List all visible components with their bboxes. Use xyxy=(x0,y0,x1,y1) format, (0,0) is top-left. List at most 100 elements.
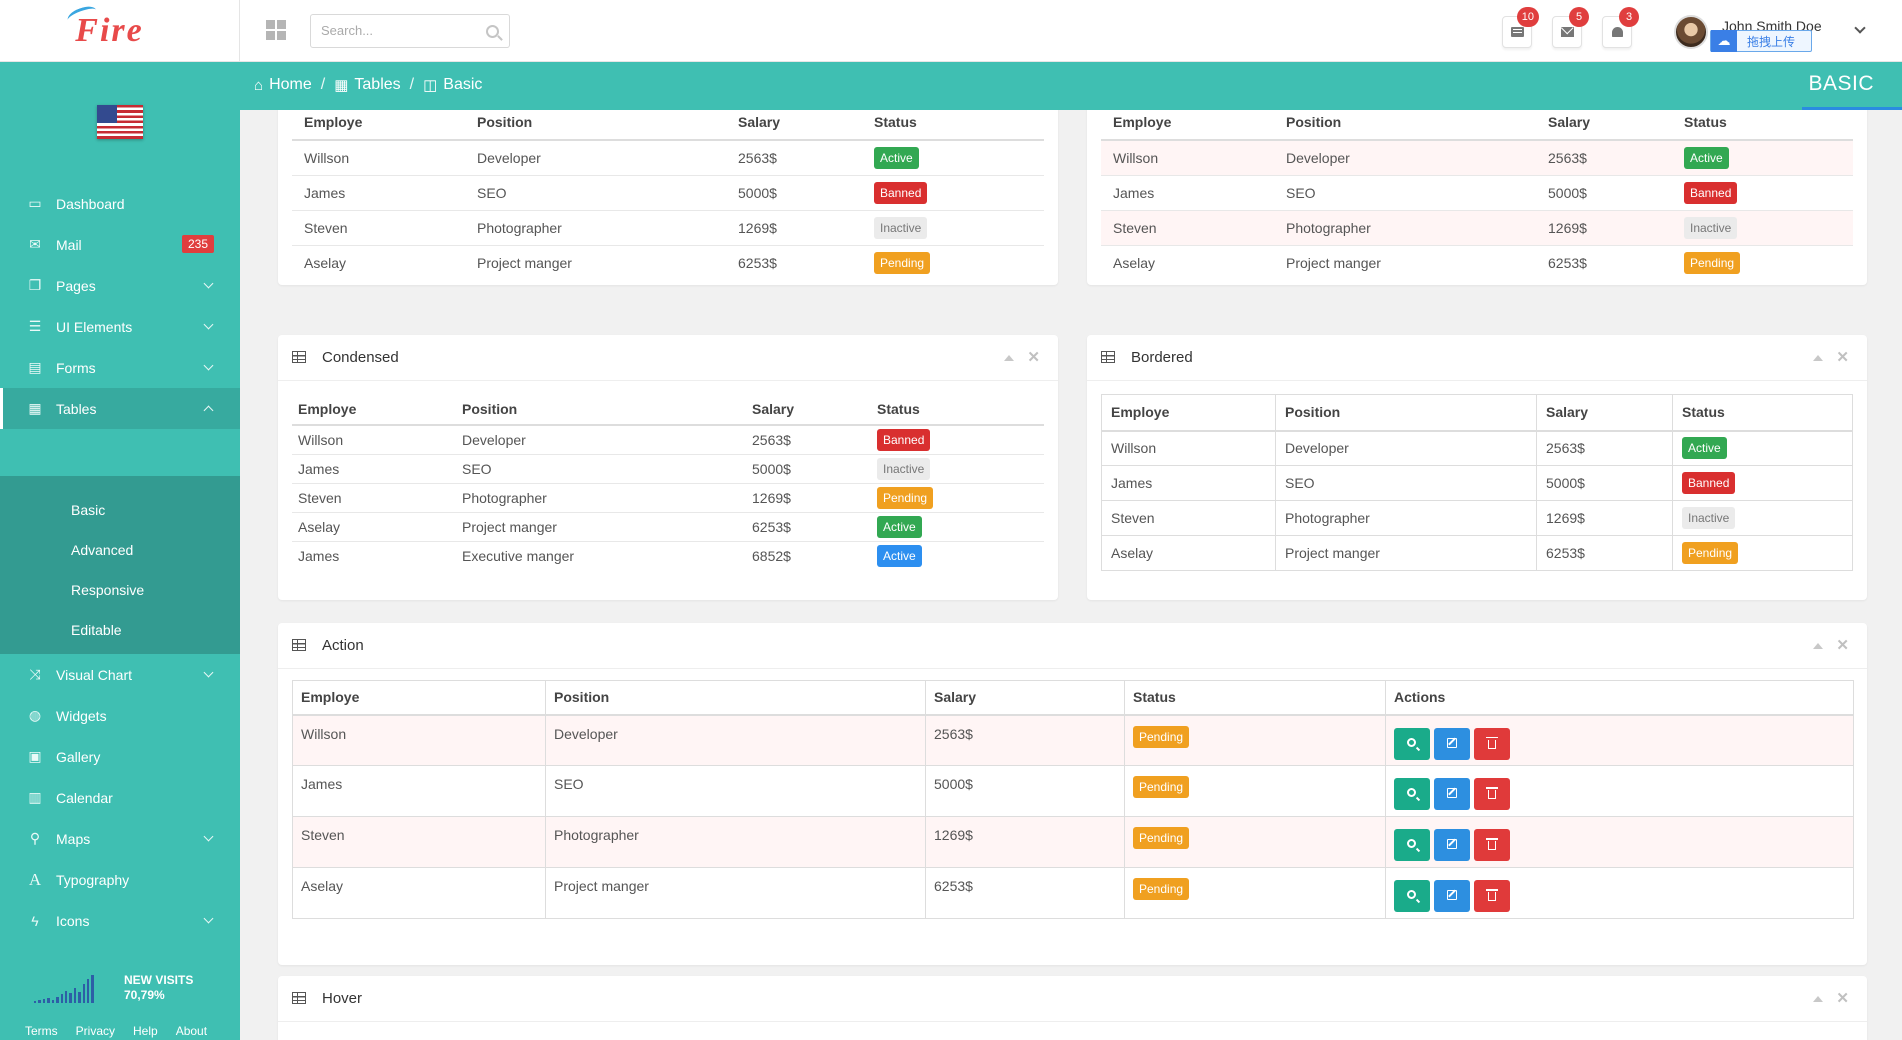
table-row: Aselay Project manger 6253$ Pending xyxy=(1101,245,1853,280)
panel-title: Action xyxy=(322,637,364,654)
trash-icon xyxy=(1486,889,1498,901)
sidebar-item-dashboard[interactable]: ▭ Dashboard xyxy=(0,183,240,224)
table-row: Steven Photographer 1269$ Pending xyxy=(292,483,1044,513)
submenu-item-advanced[interactable]: Advanced xyxy=(71,542,134,558)
breadcrumb-tables[interactable]: Tables xyxy=(354,76,401,93)
sidebar-item-widgets[interactable]: ◍ Widgets xyxy=(0,695,240,736)
avatar[interactable] xyxy=(1674,15,1708,49)
view-button[interactable] xyxy=(1394,880,1430,912)
edit-icon xyxy=(1447,737,1457,748)
search-input[interactable] xyxy=(321,23,481,38)
cell-status: Inactive xyxy=(871,454,1044,484)
delete-button[interactable] xyxy=(1474,778,1510,810)
cell-position: Project manger xyxy=(456,512,746,542)
column-header-salary: Salary xyxy=(1536,110,1672,141)
sidebar-item-gallery[interactable]: ▣ Gallery xyxy=(0,736,240,777)
close-icon[interactable]: ✕ xyxy=(1836,637,1849,654)
sidebar-item-label: Tables xyxy=(56,400,97,417)
us-flag-icon[interactable] xyxy=(97,105,143,139)
chevron-down-icon[interactable] xyxy=(1854,22,1866,34)
cell-salary: 5000$ xyxy=(746,454,871,484)
view-button[interactable] xyxy=(1394,727,1430,760)
table-row: Aselay Project manger 6253$ Pending xyxy=(292,245,1044,280)
messages-button[interactable]: 10 xyxy=(1502,7,1539,48)
sidebar-item-pages[interactable]: ❐ Pages xyxy=(0,265,240,306)
search-box xyxy=(310,14,510,48)
delete-button[interactable] xyxy=(1474,727,1510,760)
logo-area[interactable]: Fire xyxy=(0,0,240,62)
logo[interactable]: Fire xyxy=(65,3,143,50)
panel-header: Hover ✕ xyxy=(278,976,1867,1022)
cell-position: Developer xyxy=(1275,430,1537,466)
hover-table-panel: Hover ✕ xyxy=(278,976,1867,1040)
search-icon[interactable] xyxy=(486,25,499,38)
cell-status: Banned xyxy=(862,175,1044,211)
close-icon[interactable]: ✕ xyxy=(1836,349,1849,366)
breadcrumb-home[interactable]: Home xyxy=(269,76,312,93)
user-menu[interactable]: John Smith Doe ☁ 拖拽上传 xyxy=(1674,14,1874,54)
sidebar-item-maps[interactable]: ⚲ Maps xyxy=(0,818,240,859)
breadcrumb-separator: / xyxy=(320,76,326,93)
sidebar-item-calendar[interactable]: ▥ Calendar xyxy=(0,777,240,818)
footer-link-privacy[interactable]: Privacy xyxy=(75,1024,116,1038)
cell-salary: 5000$ xyxy=(1536,465,1673,501)
sidebar-item-ui-elements[interactable]: ☰ UI Elements xyxy=(0,306,240,347)
collapse-icon[interactable] xyxy=(1813,355,1823,361)
submenu-item-responsive[interactable]: Responsive xyxy=(71,582,145,598)
chevron-down-icon xyxy=(203,831,214,842)
mail-button[interactable]: 5 xyxy=(1552,7,1589,48)
submenu-item-basic[interactable]: Basic xyxy=(71,502,106,518)
edit-button[interactable] xyxy=(1434,880,1470,912)
sidebar-item-tables[interactable]: ▦ Tables xyxy=(0,388,240,429)
cell-employe: James xyxy=(292,765,546,817)
cell-salary: 1269$ xyxy=(726,210,862,246)
sidebar-item-label: Dashboard xyxy=(56,195,125,212)
collapse-icon[interactable] xyxy=(1813,643,1823,649)
footer-link-help[interactable]: Help xyxy=(133,1024,158,1038)
edit-button[interactable] xyxy=(1434,829,1470,861)
table-row: Steven Photographer 1269$ Inactive xyxy=(1101,210,1853,246)
cell-position: Project manger xyxy=(1286,254,1381,271)
column-header-employe: Employe xyxy=(1101,394,1276,432)
footer-link-terms[interactable]: Terms xyxy=(25,1024,58,1038)
striped-table: Employe Position Salary Status Willson De… xyxy=(1101,110,1853,280)
edit-button[interactable] xyxy=(1434,727,1470,760)
table-row: James SEO 5000$ Pending xyxy=(292,765,1854,817)
sidebar-item-label: Maps xyxy=(56,830,91,847)
sidebar-item-mail[interactable]: ✉ Mail 235 xyxy=(0,224,240,265)
sidebar-item-label: Forms xyxy=(56,359,96,376)
visits-bar xyxy=(73,988,77,1003)
edit-button[interactable] xyxy=(1434,778,1470,810)
close-icon[interactable]: ✕ xyxy=(1027,349,1040,366)
column-header-position: Position xyxy=(545,680,926,716)
visits-bar xyxy=(34,1001,37,1003)
view-button[interactable] xyxy=(1394,829,1430,861)
trash-icon xyxy=(1486,838,1498,850)
font-icon: A xyxy=(28,869,42,889)
sidebar-item-forms[interactable]: ▤ Forms xyxy=(0,347,240,388)
table-header-row: Employe Position Salary Status Actions xyxy=(292,680,1854,716)
close-icon[interactable]: ✕ xyxy=(1836,990,1849,1007)
sidebar-item-typography[interactable]: A Typography xyxy=(0,859,240,900)
visits-title: NEW VISITS xyxy=(124,973,194,987)
chevron-down-icon xyxy=(203,278,214,289)
collapse-icon[interactable] xyxy=(1004,355,1014,361)
sidebar-item-icons[interactable]: ϟ Icons xyxy=(0,900,240,941)
trash-icon xyxy=(1486,787,1498,799)
collapse-icon[interactable] xyxy=(1813,996,1823,1002)
apps-grid-icon[interactable] xyxy=(266,20,286,40)
delete-button[interactable] xyxy=(1474,829,1510,861)
zoom-icon xyxy=(1407,890,1416,899)
upload-widget[interactable]: ☁ 拖拽上传 xyxy=(1710,30,1812,52)
view-button[interactable] xyxy=(1394,778,1430,810)
footer-link-about[interactable]: About xyxy=(175,1024,208,1038)
submenu-item-editable[interactable]: Editable xyxy=(71,622,122,638)
alerts-button[interactable]: 3 xyxy=(1602,7,1639,48)
cell-status: Active xyxy=(871,512,1044,542)
delete-button[interactable] xyxy=(1474,880,1510,912)
sidebar-item-visual-chart[interactable]: ⤨ Visual Chart xyxy=(0,654,240,695)
cell-actions xyxy=(1385,867,1854,919)
table-header-row: Employe Position Salary Status xyxy=(292,110,1044,141)
cell-salary: 1269$ xyxy=(925,816,1125,868)
page-title: BASIC xyxy=(1808,72,1874,95)
